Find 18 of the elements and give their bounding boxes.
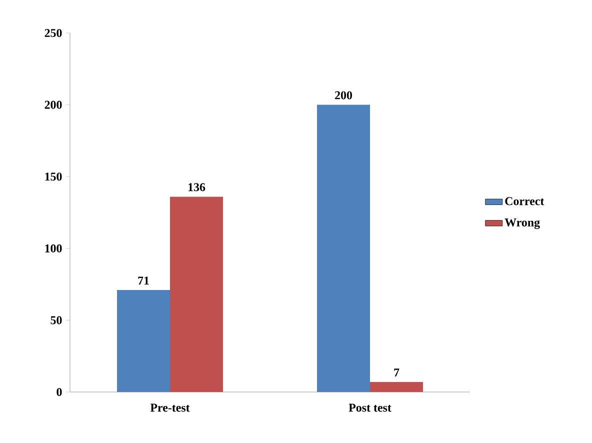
y-tick-label: 0: [56, 388, 62, 396]
data-label: 7: [394, 368, 400, 376]
data-label: 71: [138, 276, 149, 285]
y-tick-label: 150: [45, 172, 62, 181]
y-tick-label: 50: [50, 316, 62, 324]
bar: [317, 104, 370, 392]
y-tick-label: 100: [45, 244, 62, 252]
legend-label: Wrong: [504, 218, 540, 229]
bar: [370, 382, 424, 392]
x-tick-label: Pre-test: [150, 404, 190, 412]
data-label: 136: [188, 183, 206, 192]
data-label: 200: [335, 91, 352, 100]
y-tick-label: 200: [44, 100, 62, 109]
legend-label: Correct: [505, 197, 544, 206]
bar: [117, 290, 170, 392]
x-tick-label: Post test: [348, 404, 392, 412]
bar: [170, 196, 223, 392]
y-tick-label: 250: [44, 28, 62, 38]
